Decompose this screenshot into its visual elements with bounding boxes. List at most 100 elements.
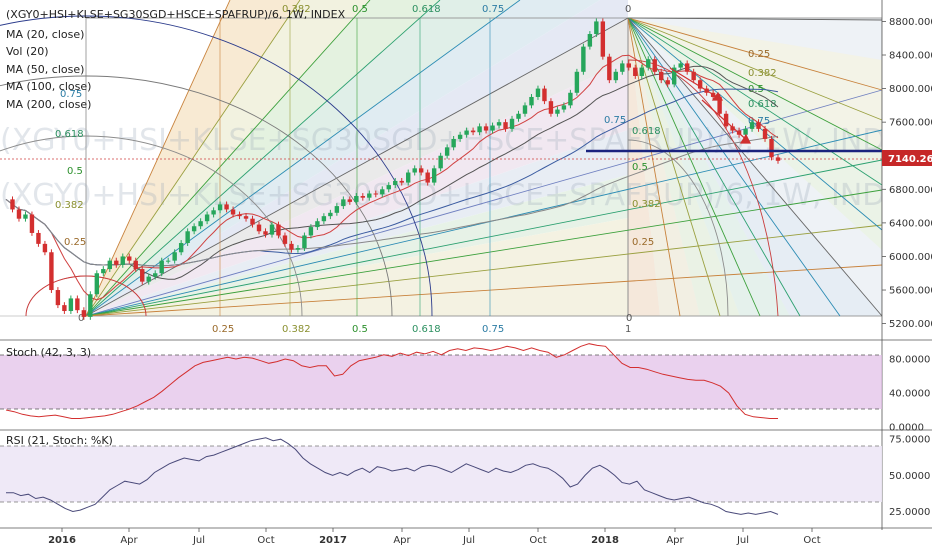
candle-body[interactable] — [114, 260, 119, 265]
candle-body[interactable] — [276, 224, 281, 236]
candle-body[interactable] — [581, 46, 586, 72]
candle-body[interactable] — [620, 63, 625, 72]
candle-body[interactable] — [386, 185, 391, 190]
candle-body[interactable] — [723, 113, 729, 127]
candle-body[interactable] — [418, 168, 424, 173]
candle-body[interactable] — [516, 113, 521, 119]
candle-body[interactable] — [633, 67, 638, 76]
candle-body[interactable] — [730, 126, 735, 131]
candle-body[interactable] — [743, 128, 748, 135]
candle-body[interactable] — [697, 80, 703, 89]
candle-body[interactable] — [490, 125, 495, 131]
candle-body[interactable] — [717, 96, 722, 114]
candle-body[interactable] — [646, 59, 651, 68]
candle-body[interactable] — [548, 101, 554, 114]
candle-body[interactable] — [496, 122, 502, 126]
candle-body[interactable] — [574, 71, 580, 93]
candle-body[interactable] — [302, 235, 307, 249]
candle-body[interactable] — [62, 305, 67, 312]
candle-body[interactable] — [665, 80, 670, 85]
candle-body[interactable] — [191, 226, 197, 232]
candle-body[interactable] — [594, 21, 599, 35]
candle-body[interactable] — [509, 118, 515, 129]
candle-body[interactable] — [224, 204, 229, 210]
candle-body[interactable] — [522, 105, 528, 114]
candle-body[interactable] — [639, 67, 644, 76]
candle-body[interactable] — [691, 71, 696, 81]
candle-body[interactable] — [75, 298, 80, 311]
candle-body[interactable] — [133, 260, 138, 270]
candle-body[interactable] — [295, 248, 301, 250]
candle-body[interactable] — [315, 221, 320, 228]
candle-body[interactable] — [10, 199, 15, 210]
candle-body[interactable] — [444, 147, 450, 156]
time-axis[interactable]: 2016 Apr Jul Oct 2017 Apr Jul Oct 2018 Apr Jul Oct — [48, 528, 821, 546]
candle-body[interactable] — [347, 199, 353, 202]
candle-body[interactable] — [542, 88, 547, 102]
candle-body[interactable] — [334, 206, 340, 213]
candle-body[interactable] — [172, 252, 177, 261]
candle-body[interactable] — [451, 138, 456, 148]
candle-body[interactable] — [769, 138, 774, 158]
candle-body[interactable] — [425, 172, 430, 183]
price-axis[interactable]: 8800.0008400.0008000.0007600.0007200.000… — [881, 0, 932, 530]
candle-body[interactable] — [55, 290, 61, 306]
candle-body[interactable] — [107, 260, 112, 270]
candle-body[interactable] — [36, 232, 41, 244]
candle-body[interactable] — [165, 260, 171, 262]
stoch-panel[interactable]: Stoch (42, 3, 3) 80.0000 40.0000 0.0000 — [0, 343, 930, 434]
candle-body[interactable] — [406, 172, 411, 183]
candle-body[interactable] — [672, 67, 677, 85]
candle-body[interactable] — [613, 71, 619, 81]
candle-body[interactable] — [256, 224, 262, 232]
candle-body[interactable] — [412, 168, 417, 173]
candle-body[interactable] — [250, 218, 255, 225]
candle-body[interactable] — [431, 168, 437, 183]
candle-body[interactable] — [438, 155, 443, 169]
candle-body[interactable] — [568, 92, 573, 106]
candle-body[interactable] — [503, 122, 508, 129]
candle-body[interactable] — [88, 294, 93, 317]
candle-body[interactable] — [321, 216, 327, 222]
candle-body[interactable] — [282, 235, 288, 244]
candle-body[interactable] — [535, 88, 541, 97]
candle-body[interactable] — [178, 243, 184, 253]
candle-body[interactable] — [457, 134, 463, 139]
candle-body[interactable] — [308, 227, 314, 236]
candle-body[interactable] — [198, 221, 203, 227]
candle-body[interactable] — [263, 231, 268, 235]
candle-body[interactable] — [659, 71, 664, 81]
candle-body[interactable] — [153, 273, 158, 277]
candle-body[interactable] — [211, 210, 216, 215]
candle-body[interactable] — [101, 269, 106, 274]
candle-body[interactable] — [393, 180, 398, 186]
candle-body[interactable] — [464, 130, 469, 135]
candle-body[interactable] — [749, 122, 755, 129]
candle-body[interactable] — [16, 209, 22, 219]
candle-body[interactable] — [243, 216, 249, 219]
candle-body[interactable] — [561, 105, 567, 110]
candle-body[interactable] — [678, 63, 683, 68]
candle-body[interactable] — [237, 214, 242, 217]
candle-body[interactable] — [483, 126, 489, 131]
candle-body[interactable] — [127, 256, 132, 261]
candle-body[interactable] — [140, 269, 145, 282]
candle-body[interactable] — [269, 224, 275, 235]
candle-body[interactable] — [23, 214, 28, 219]
candle-body[interactable] — [230, 209, 236, 215]
candle-body[interactable] — [373, 193, 378, 195]
candle-body[interactable] — [684, 63, 690, 72]
candle-body[interactable] — [600, 21, 606, 57]
candle-body[interactable] — [529, 96, 534, 106]
candle-body[interactable] — [652, 59, 657, 72]
candle-body[interactable] — [81, 310, 87, 317]
candle-body[interactable] — [354, 196, 359, 202]
candle-body[interactable] — [470, 130, 476, 133]
candle-body[interactable] — [477, 126, 482, 133]
price-panel[interactable]: (XGY0+HSI+KLSE+SG30SGD+HSCE+SPAFRUP)/6, … — [0, 0, 925, 335]
candle-body[interactable] — [762, 128, 768, 139]
candle-body[interactable] — [49, 252, 54, 291]
candle-body[interactable] — [367, 193, 372, 198]
candle-body[interactable] — [159, 260, 164, 274]
candle-body[interactable] — [607, 56, 612, 81]
